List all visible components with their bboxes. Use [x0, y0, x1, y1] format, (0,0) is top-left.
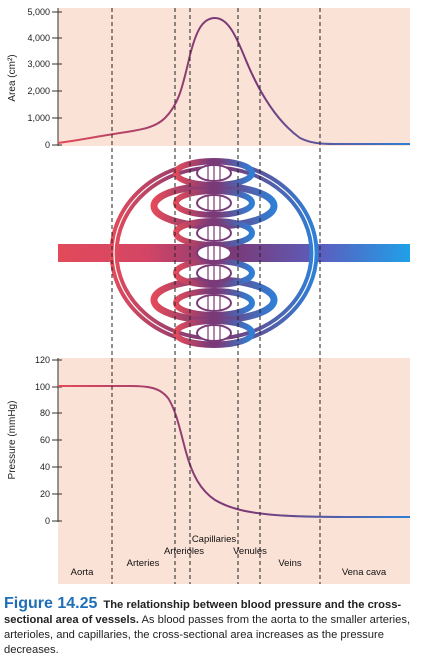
area-tick-label: 4,000: [27, 33, 50, 43]
segment-label-venules: Venules: [233, 546, 267, 557]
area-tick-label: 1,000: [27, 113, 50, 123]
figure-caption: Figure 14.25 The relationship between blo…: [4, 596, 432, 658]
pressure-panel-bg: [58, 358, 410, 522]
pressure-tick-label: 80: [40, 408, 50, 418]
area-panel-bg: [58, 8, 410, 146]
segment-dividers: [111, 8, 321, 584]
area-y-axis: 5,000 4,000 3,000 2,000 1,000 0: [27, 7, 62, 150]
area-tick-label: 2,000: [27, 86, 50, 96]
vessel-illustration: [58, 158, 410, 348]
area-tick-label: 0: [45, 140, 50, 150]
segment-label-capillaries: Capillaries: [192, 534, 237, 545]
area-tick-label: 3,000: [27, 59, 50, 69]
area-axis-title: Area (cm²): [7, 54, 18, 101]
pressure-tick-label: 60: [40, 435, 50, 445]
segment-label-vena-cava: Vena cava: [342, 567, 387, 578]
pressure-tick-label: 100: [35, 382, 50, 392]
area-tick-label: 5,000: [27, 7, 50, 17]
figure-body: As blood passes from the aorta to the sm…: [4, 614, 411, 656]
pressure-axis-title: Pressure (mmHg): [7, 401, 18, 480]
pressure-curve: [58, 385, 410, 518]
segment-label-arterioles: Arterioles: [164, 546, 204, 557]
area-curve: [57, 16, 410, 145]
pressure-tick-label: 20: [40, 489, 50, 499]
figure-title: The relationship between blood pressure …: [4, 599, 402, 626]
pressure-tick-label: 120: [35, 355, 50, 365]
diagram: 5,000 4,000 3,000 2,000 1,000 0 Area (cm…: [7, 7, 410, 584]
figure-number: Figure 14.25: [4, 595, 98, 612]
label-panel-bg: [58, 522, 410, 584]
segment-label-arteries: Arteries: [127, 558, 160, 569]
pressure-tick-label: 0: [45, 516, 50, 526]
segment-label-aorta: Aorta: [71, 567, 94, 578]
pressure-tick-label: 40: [40, 462, 50, 472]
segment-label-veins: Veins: [278, 558, 301, 569]
pressure-y-axis: 120 100 80 60 40 20 0: [35, 355, 62, 526]
